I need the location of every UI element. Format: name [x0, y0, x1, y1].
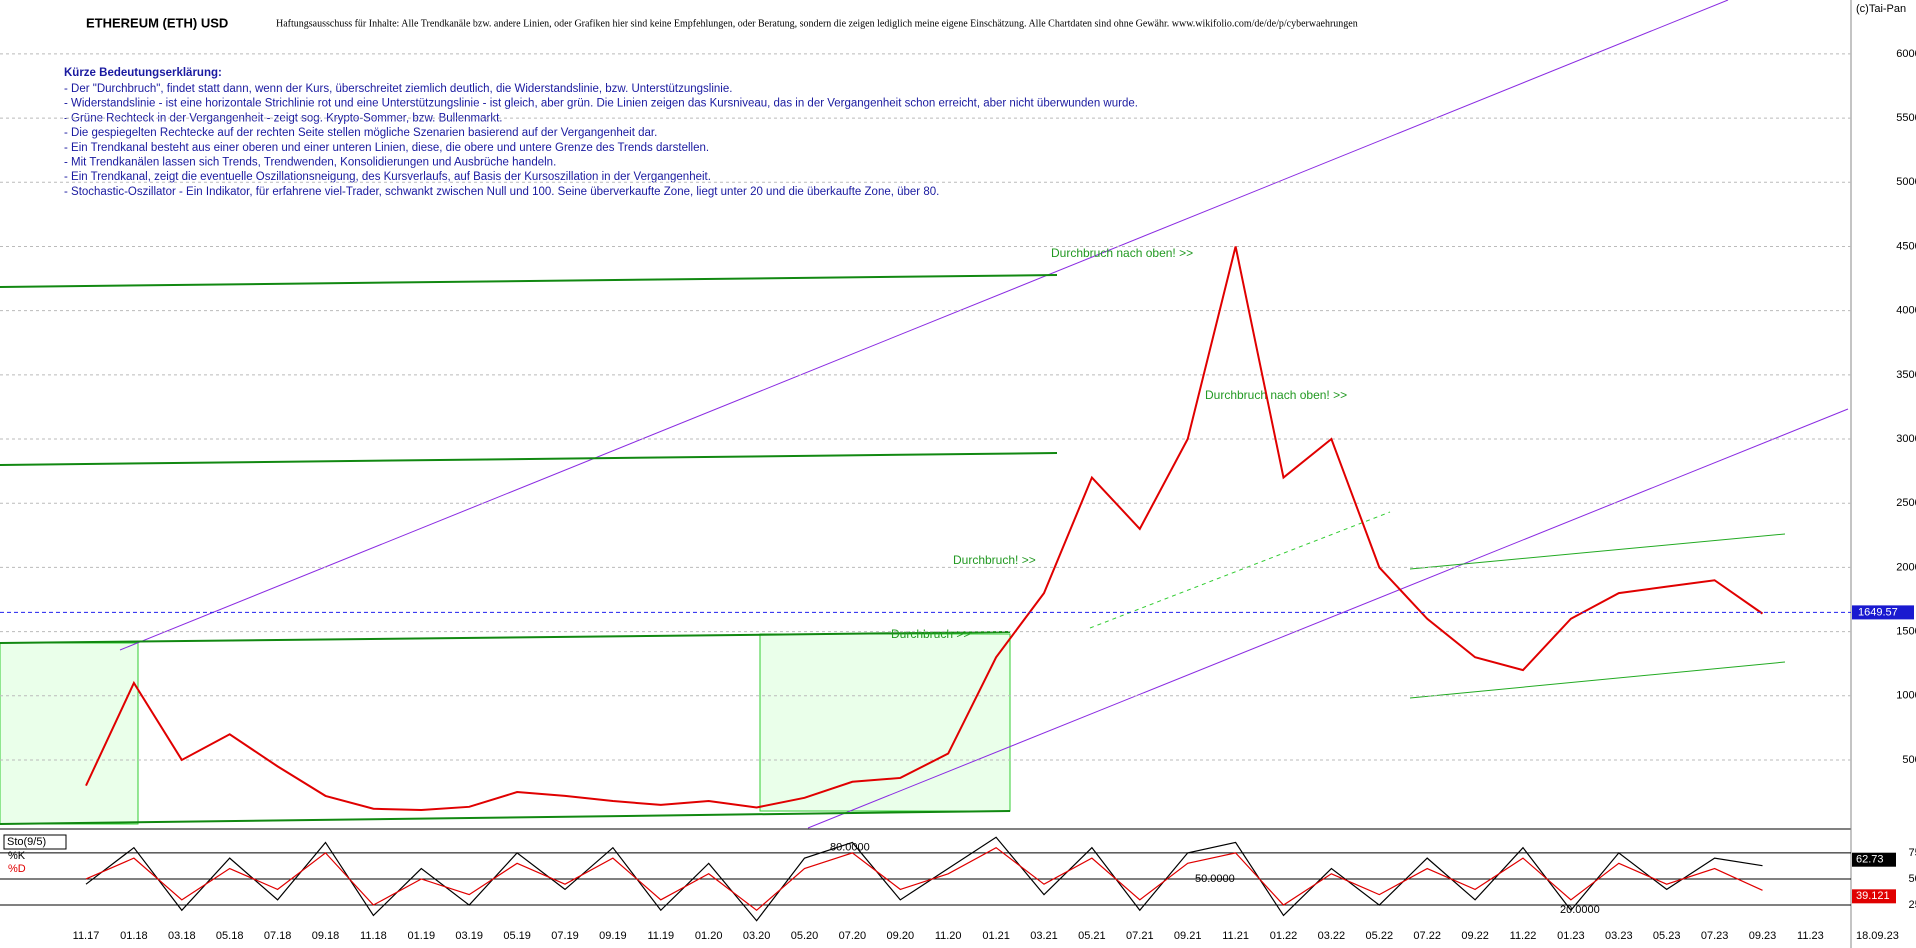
x-tick-label: 05.21: [1078, 930, 1106, 942]
x-tick-label: 05.23: [1653, 930, 1681, 942]
x-tick-label: 03.19: [455, 930, 483, 942]
x-tick-label: 11.19: [647, 930, 674, 942]
x-tick-label: 11.21: [1222, 930, 1249, 942]
x-tick-label: 03.20: [743, 930, 771, 942]
y-tick-label: 1500.00: [1896, 625, 1916, 637]
annotation: Durchbruch nach oben! >>: [1051, 246, 1193, 260]
y-tick-label: 500.00: [1902, 754, 1916, 766]
y-tick-label: 3000.00: [1896, 433, 1916, 445]
x-tick-label: 03.22: [1318, 930, 1346, 942]
note: - Die gespiegelten Rechtecke auf der rec…: [64, 127, 657, 139]
x-tick-label: 07.23: [1701, 930, 1729, 942]
value-label: 39.121: [1856, 890, 1890, 902]
y-tick-label: 50.00: [1908, 873, 1916, 885]
y-tick-label: 4000.00: [1896, 305, 1916, 317]
y-tick-label: 1000.00: [1896, 690, 1916, 702]
x-tick-label: 01.21: [982, 930, 1010, 942]
x-tick-label: 11.17: [73, 930, 100, 942]
value-box: [1852, 852, 1896, 867]
bull-box: [759, 633, 1011, 812]
x-tick-label: 05.20: [791, 930, 819, 942]
x-tick-label: 09.18: [312, 930, 340, 942]
last-price-label: 1649.57: [1858, 606, 1898, 618]
note: - Widerstandslinie - ist eine horizontal…: [64, 98, 1138, 110]
x-tick-label: 07.21: [1126, 930, 1154, 942]
trendlines: [0, 0, 1849, 829]
y-tick-label: 2000.00: [1896, 561, 1916, 573]
x-tick-label: 11.18: [360, 930, 387, 942]
x-tick-label: 07.20: [839, 930, 867, 942]
x-tick-label: 01.22: [1270, 930, 1298, 942]
x-tick-label: 05.22: [1366, 930, 1394, 942]
x-tick-label: 07.22: [1413, 930, 1441, 942]
note: - Ein Trendkanal besteht aus einer obere…: [64, 142, 709, 154]
x-tick-label: 05.19: [503, 930, 531, 942]
legend-entry: %D: [8, 863, 26, 875]
y-tick-label: 6000.00: [1896, 48, 1916, 60]
x-tick-label: 09.19: [599, 930, 627, 942]
x-tick-label: 01.18: [120, 930, 148, 942]
note: - Ein Trendkanal, zeigt die eventuelle O…: [64, 171, 711, 183]
trendline: [807, 408, 1849, 829]
trendline: [119, 0, 1729, 651]
last-price-box: [1852, 605, 1914, 620]
level-label: 50.0000: [1195, 873, 1235, 885]
x-tick-label: 09.20: [887, 930, 915, 942]
note: - Der "Durchbruch", findet statt dann, w…: [64, 83, 732, 95]
x-tick-label: 07.19: [551, 930, 579, 942]
x-tick-label: 03.21: [1030, 930, 1058, 942]
x-tick-label: 11.23: [1797, 930, 1824, 942]
trendline: [0, 810, 1011, 825]
x-tick-label: 05.18: [216, 930, 244, 942]
x-tick-label: 11.22: [1510, 930, 1537, 942]
value-label: 62.73: [1856, 854, 1884, 866]
trendline: [0, 274, 1058, 288]
bull-box: [0, 642, 139, 825]
price-line: [85, 246, 1764, 812]
trendline: [1089, 511, 1391, 629]
y-tick-label: 25.00: [1908, 899, 1916, 911]
copyright: (c)Tai-Pan: [1856, 3, 1906, 15]
x-tick-label: 09.21: [1174, 930, 1202, 942]
x-tick-label: 01.23: [1557, 930, 1585, 942]
y-tick-label: 5500.00: [1896, 112, 1916, 124]
y-tick-label: 2500.00: [1896, 497, 1916, 509]
x-tick-label: 01.20: [695, 930, 723, 942]
annotation: Durchbruch nach oben! >>: [1205, 388, 1347, 402]
x-tick-label: 07.18: [264, 930, 292, 942]
note: - Mit Trendkanälen lassen sich Trends, T…: [64, 157, 556, 169]
x-tick-label: 11.20: [935, 930, 962, 942]
x-tick-label: 09.22: [1461, 930, 1489, 942]
trendline: [0, 452, 1058, 466]
subtitle: Haftungsausschuss für Inhalte: Alle Tren…: [276, 18, 1358, 29]
date-label: 18.09.23: [1856, 930, 1899, 942]
y-tick-label: 3500.00: [1896, 369, 1916, 381]
y-tick-label: 75.00: [1908, 847, 1916, 859]
level-label: 20.0000: [1560, 904, 1600, 916]
trendline: [1409, 533, 1786, 570]
x-tick-label: 01.19: [408, 930, 436, 942]
y-tick-label: 4500.00: [1896, 240, 1916, 252]
indicator-title: Sto(9/5): [7, 836, 46, 848]
annotation: Durchbruch >>: [891, 627, 970, 641]
value-box: [1852, 889, 1896, 904]
x-tick-label: 03.23: [1605, 930, 1633, 942]
legend-entry: %K: [8, 850, 26, 862]
note: - Stochastic-Oszillator - Ein Indikator,…: [64, 186, 939, 198]
annotation: Durchbruch! >>: [953, 553, 1036, 567]
trendline: [1409, 661, 1786, 699]
x-tick-label: 03.18: [168, 930, 196, 942]
x-tick-label: 09.23: [1749, 930, 1777, 942]
stoch-line: [85, 846, 1763, 912]
y-tick-label: 5000.00: [1896, 176, 1916, 188]
notes-title: Kürze Bedeutungserklärung:: [64, 67, 222, 79]
indicator-box: [3, 834, 67, 850]
stoch-line: [85, 836, 1763, 922]
trendline: [0, 631, 1011, 644]
chart-title: ETHEREUM (ETH) USD: [86, 15, 228, 30]
